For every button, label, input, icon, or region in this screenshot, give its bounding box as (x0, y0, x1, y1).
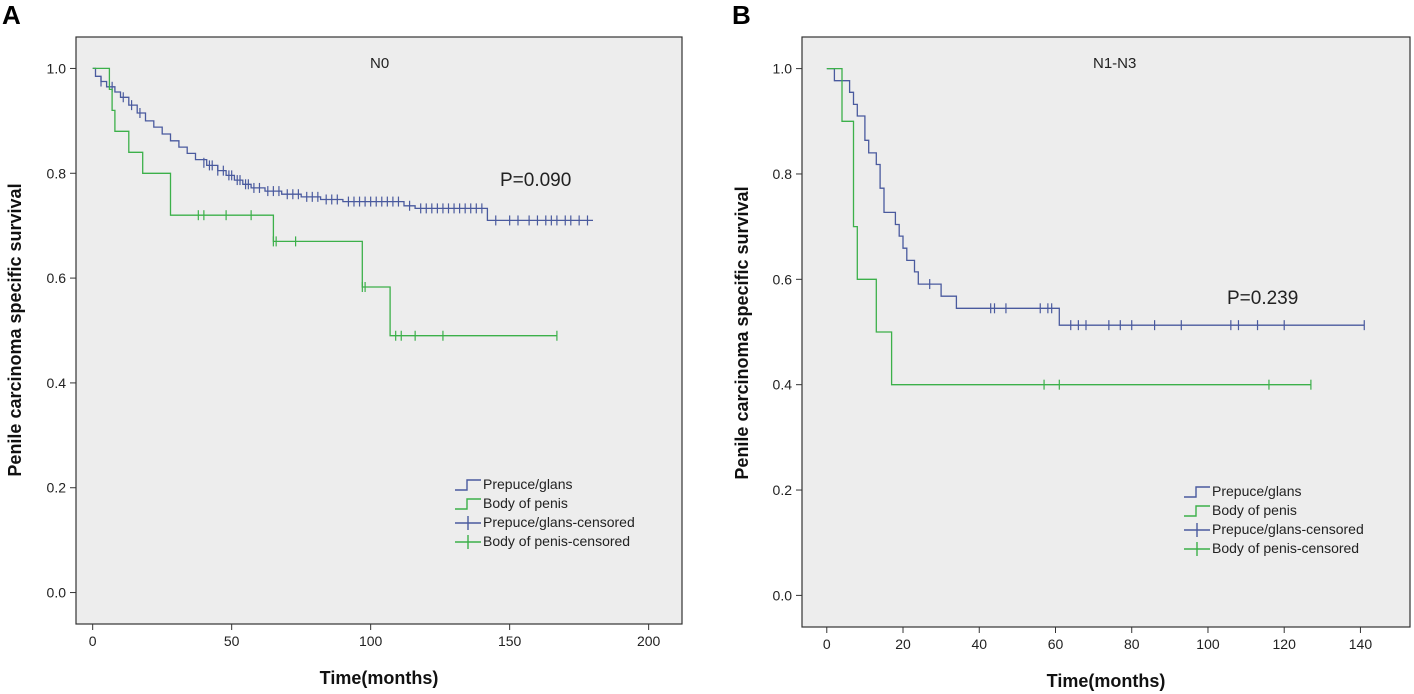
panel-a-y-tick-label: 0.8 (47, 165, 67, 181)
panel-a-legend-label-2: Body of penis (483, 495, 568, 511)
panel-b-y-tick-label: 0.8 (773, 166, 793, 182)
panel-b-legend-swatch-4 (1184, 542, 1210, 556)
panel-a-y-tick-label: 0.4 (47, 375, 67, 391)
panel-b-curve-body-of-penis (826, 67, 1311, 386)
panel-b-legend-label-4: Body of penis-censored (1212, 540, 1359, 556)
panel-a: A N0 P=0.090 Time(months) Penile carcino… (2, 0, 683, 688)
panel-a-letter: A (2, 0, 21, 30)
panel-b-x-tick-label: 80 (1124, 636, 1140, 652)
panel-a-legend-label-4: Body of penis-censored (483, 533, 630, 549)
panel-b-x-tick-label: 120 (1273, 636, 1297, 652)
panel-a-title: N0 (370, 55, 389, 72)
panel-b-legend-swatch-3 (1184, 523, 1210, 537)
panel-b-y-tick-label: 0.0 (773, 587, 793, 603)
panel-b-legend-swatch-2 (1184, 505, 1210, 517)
panel-a-y-tick-label: 1.0 (47, 60, 67, 76)
panel-b-legend-swatch-1 (1184, 486, 1210, 498)
panel-b-x-axis-title: Time(months) (1047, 671, 1166, 691)
panel-a-y-axis-title: Penile carcinoma specific survival (5, 183, 25, 476)
panel-a-legend-label-1: Prepuce/glans (483, 476, 573, 492)
panel-a-curve-body-of-penis (92, 67, 557, 337)
panel-b-legend-label-2: Body of penis (1212, 502, 1297, 518)
panel-a-legend-swatch-2 (455, 498, 481, 510)
panel-b-x-tick-label: 0 (823, 636, 831, 652)
panel-a-x-tick-label: 150 (498, 633, 522, 649)
panel-b-x-tick-label: 100 (1196, 636, 1220, 652)
panel-a-y-tick-label: 0.6 (47, 270, 67, 286)
panel-a-pvalue: P=0.090 (500, 170, 571, 191)
panel-a-legend-label-3: Prepuce/glans-censored (483, 514, 635, 530)
panel-a-x-tick-label: 50 (224, 633, 240, 649)
panel-a-x-tick-label: 200 (637, 633, 661, 649)
panel-a-x-tick-label: 100 (359, 633, 383, 649)
panel-a-x-axis-title: Time(months) (320, 668, 439, 688)
panel-b-letter: B (732, 0, 751, 30)
panel-b-y-tick-label: 0.2 (773, 482, 793, 498)
panel-b-x-tick-label: 60 (1048, 636, 1064, 652)
panel-b-y-tick-label: 0.6 (773, 271, 793, 287)
chart-marks-layer: 0 50 100 150 200 0.0 0.2 0.4 0.6 0.8 1.0 0 20 40 60 80 1… (47, 60, 1373, 652)
panel-b: B N1-N3 P=0.239 Time(months) Penile carc… (732, 0, 1411, 691)
panel-b-legend-label-3: Prepuce/glans-censored (1212, 521, 1364, 537)
panel-a-marks: 0 50 100 150 200 0.0 0.2 0.4 0.6 0.8 1.0 (47, 60, 661, 649)
panel-a-plot-area (75, 36, 683, 625)
panel-b-plot-area (801, 36, 1411, 628)
panel-b-title: N1-N3 (1093, 55, 1136, 72)
panel-b-y-tick-label: 0.4 (773, 377, 793, 393)
panel-a-legend-swatch-1 (455, 479, 481, 491)
panel-a-legend-swatch-4 (455, 535, 481, 549)
panel-a-y-tick-label: 0.2 (47, 480, 67, 496)
panel-a-y-tick-label: 0.0 (47, 585, 67, 601)
panel-b-y-axis-title: Penile carcinoma specific survival (732, 186, 752, 479)
panel-a-curve-prepuce-glans (92, 67, 593, 222)
panel-b-legend-label-1: Prepuce/glans (1212, 483, 1302, 499)
panel-a-legend-swatch-3 (455, 516, 481, 530)
panel-b-legend: Prepuce/glans Body of penis Prepuce/glan… (1212, 483, 1364, 556)
panel-b-pvalue: P=0.239 (1227, 288, 1298, 309)
panel-b-curve-prepuce-glans (826, 67, 1365, 326)
panel-a-x-tick-label: 0 (89, 633, 97, 649)
panel-b-y-tick-label: 1.0 (773, 61, 793, 77)
panel-b-x-tick-label: 40 (971, 636, 987, 652)
panel-b-x-tick-label: 140 (1349, 636, 1373, 652)
panel-b-x-tick-label: 20 (895, 636, 911, 652)
panel-a-legend: Prepuce/glans Body of penis Prepuce/glan… (483, 476, 635, 549)
panel-b-marks: 0 20 40 60 80 100 120 140 0.0 0.2 0.4 0.6 0.8 1.0 (773, 61, 1373, 652)
